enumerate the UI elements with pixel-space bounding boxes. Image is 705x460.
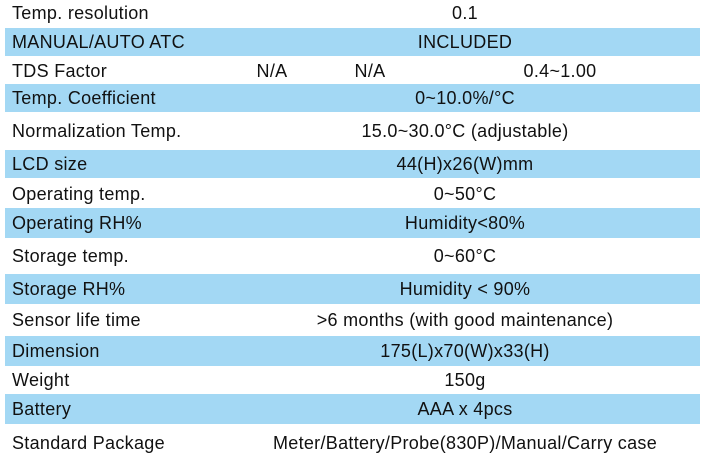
row-value: 175(L)x70(W)x33(H)	[380, 340, 550, 361]
table-row: Temp. Coefficient 0~10.0%/°C	[5, 84, 700, 112]
table-row: MANUAL/AUTO ATC INCLUDED	[5, 28, 700, 56]
row-label: Dimension	[12, 340, 100, 361]
row-value: >6 months (with good maintenance)	[316, 309, 614, 330]
table-row: TDS Factor N/A N/A 0.4~1.00	[5, 58, 700, 84]
row-label: Temp. resolution	[12, 2, 149, 23]
row-label: Operating temp.	[12, 183, 146, 204]
row-value: 0.4~1.00	[523, 60, 597, 81]
table-row: Temp. resolution 0.1	[5, 0, 700, 26]
row-label: Sensor life time	[12, 309, 141, 330]
row-label: Standard Package	[12, 432, 165, 453]
row-label: Normalization Temp.	[12, 120, 182, 141]
row-label: Weight	[12, 369, 70, 390]
row-value: 15.0~30.0°C (adjustable)	[361, 120, 569, 141]
row-value: N/A	[256, 60, 288, 81]
row-value: Meter/Battery/Probe(830P)/Manual/Carry c…	[272, 432, 658, 453]
row-label: Storage RH%	[12, 278, 126, 299]
table-row: Battery AAA x 4pcs	[5, 394, 700, 424]
row-value: 0~60°C	[433, 245, 497, 266]
table-row: Operating temp. 0~50°C	[5, 180, 700, 208]
table-row: Dimension 175(L)x70(W)x33(H)	[5, 336, 700, 366]
table-row: Storage temp. 0~60°C	[5, 240, 700, 272]
table-row: Storage RH% Humidity < 90%	[5, 274, 700, 304]
row-value: 44(H)x26(W)mm	[396, 153, 534, 174]
row-label: MANUAL/AUTO ATC	[12, 31, 185, 52]
row-label: Battery	[12, 398, 72, 419]
table-row: LCD size 44(H)x26(W)mm	[5, 150, 700, 178]
row-value: N/A	[354, 60, 386, 81]
table-row: Standard Package Meter/Battery/Probe(830P…	[5, 426, 700, 460]
row-value: Humidity < 90%	[399, 278, 531, 299]
row-label: Storage temp.	[12, 245, 129, 266]
table-row: Normalization Temp. 15.0~30.0°C (adjustab…	[5, 114, 700, 148]
row-label: Operating RH%	[12, 212, 142, 233]
table-row: Weight 150g	[5, 366, 700, 394]
row-value: Humidity<80%	[404, 212, 526, 233]
row-value: 0~10.0%/°C	[415, 87, 515, 108]
row-value: INCLUDED	[417, 31, 513, 52]
table-row: Operating RH% Humidity<80%	[5, 208, 700, 238]
table-row: Sensor life time >6 months (with good mai…	[5, 306, 700, 334]
row-label: TDS Factor	[12, 60, 108, 81]
row-value: 0.1	[452, 2, 478, 23]
row-value: AAA x 4pcs	[417, 398, 513, 419]
row-value: 0~50°C	[433, 183, 497, 204]
row-value: 150g	[444, 369, 486, 390]
row-label: Temp. Coefficient	[12, 87, 156, 108]
row-label: LCD size	[12, 153, 88, 174]
